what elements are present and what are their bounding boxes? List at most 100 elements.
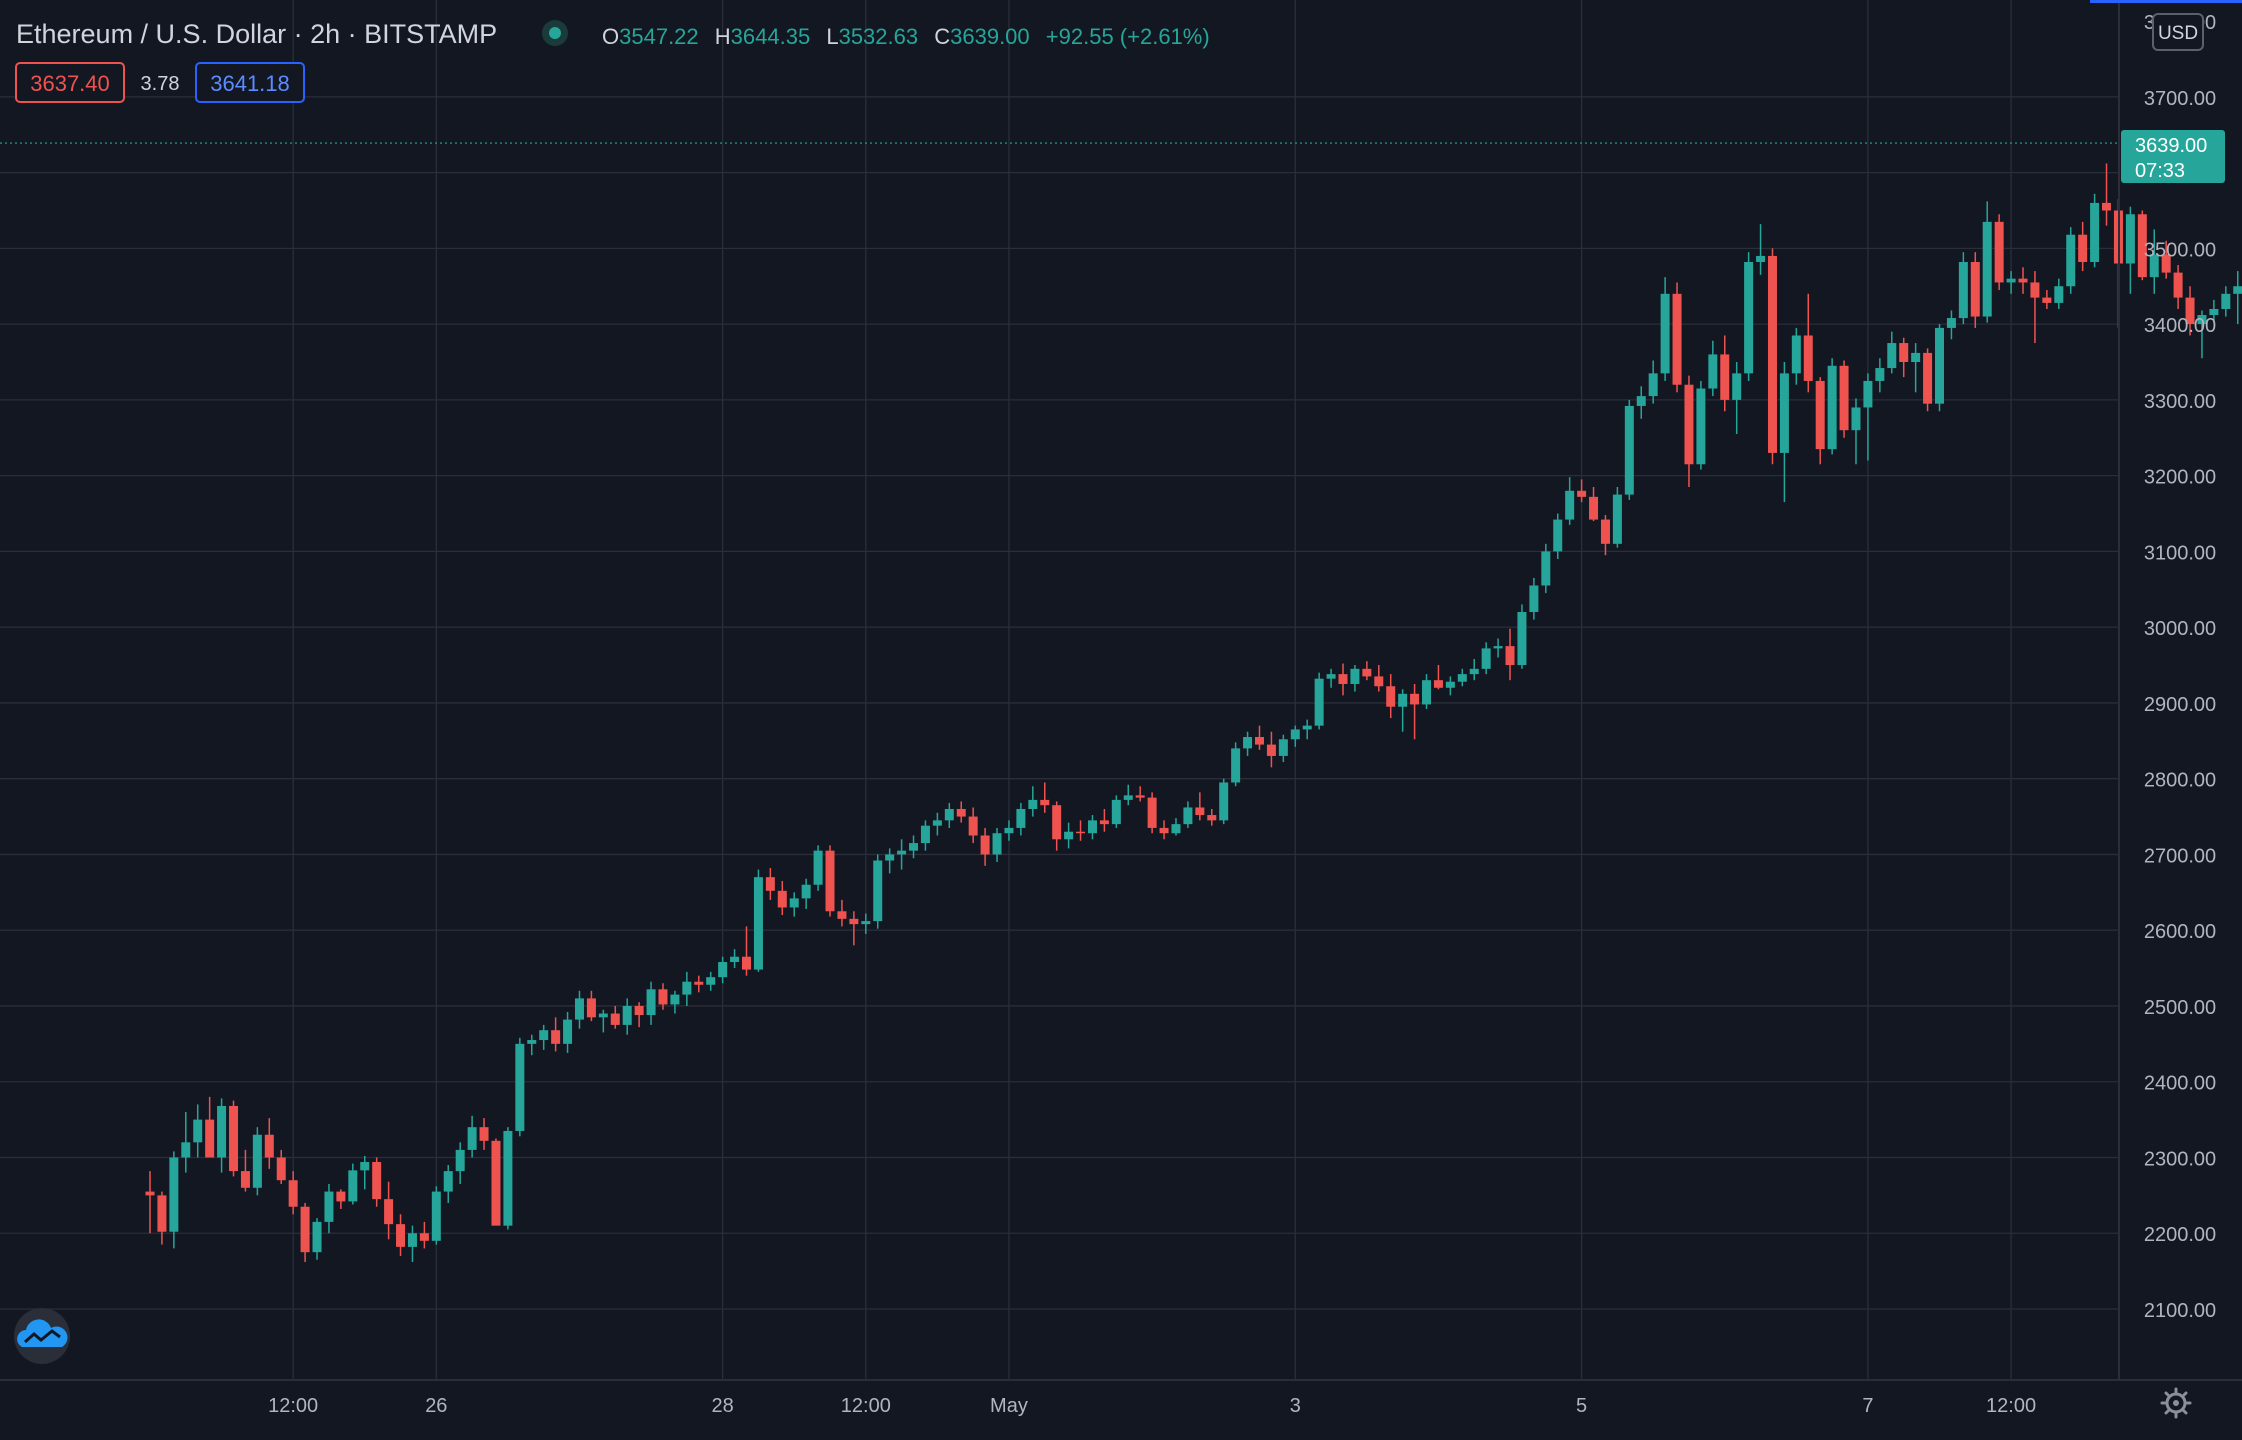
candle-body — [837, 911, 847, 919]
candle-body — [1278, 739, 1288, 756]
sell-button[interactable]: 3637.40 — [15, 62, 125, 103]
candle — [932, 812, 942, 836]
price-tick-label: 2900.00 — [2144, 694, 2216, 716]
candle — [813, 845, 823, 891]
candle-body — [1147, 797, 1157, 828]
candle — [825, 845, 835, 917]
candle — [1123, 784, 1133, 806]
candle — [1099, 808, 1109, 832]
gear-icon[interactable] — [2160, 1387, 2192, 1419]
candle-body — [610, 1013, 620, 1025]
candle — [885, 848, 895, 874]
tradingview-logo-button[interactable] — [14, 1308, 70, 1364]
candle-body — [2054, 286, 2064, 303]
candle — [1970, 252, 1980, 328]
candlestick-series — [145, 163, 2242, 1263]
candle — [193, 1104, 203, 1158]
candle-body — [2090, 202, 2100, 262]
candle-body — [1219, 782, 1229, 821]
candle — [419, 1221, 429, 1249]
candle — [503, 1127, 513, 1230]
candle-body — [443, 1171, 453, 1192]
candle-body — [1087, 820, 1097, 834]
candle-body — [252, 1134, 262, 1188]
candle-body — [1946, 318, 1956, 328]
candle — [1815, 377, 1825, 465]
candle-body — [431, 1191, 441, 1241]
price-tick-label: 3000.00 — [2144, 618, 2216, 640]
candle — [1767, 248, 1777, 465]
time-tick-label: 5 — [1576, 1395, 1587, 1417]
candle — [1589, 487, 1599, 522]
candle-body — [2066, 234, 2076, 287]
candle-body — [1541, 551, 1551, 586]
candle-body — [2161, 254, 2171, 273]
candle — [1147, 792, 1157, 834]
candle — [1004, 820, 1014, 841]
price-tick-label: 3300.00 — [2144, 391, 2216, 413]
candle — [1660, 277, 1670, 381]
symbol-title[interactable]: Ethereum / U.S. Dollar · 2h · BITSTAMP — [16, 19, 497, 49]
gear-ring — [2165, 1392, 2187, 1414]
candle — [765, 868, 775, 900]
candle — [312, 1218, 322, 1260]
candle-body — [1875, 368, 1885, 381]
candle-body — [1076, 831, 1086, 834]
candle — [1087, 815, 1097, 840]
currency-button[interactable]: USD — [2152, 13, 2204, 51]
candle — [777, 880, 787, 916]
candle — [1744, 252, 1754, 381]
candle — [2006, 271, 2016, 294]
candle-body — [801, 884, 811, 899]
candle-body — [1815, 380, 1825, 450]
candle — [753, 869, 763, 972]
candle-body — [2042, 297, 2052, 303]
buy-button[interactable]: 3641.18 — [195, 62, 305, 103]
currency-label: USD — [2158, 23, 2198, 44]
candle — [1135, 786, 1145, 802]
price-tick-label: 2200.00 — [2144, 1224, 2216, 1246]
time-axis[interactable]: 12:00 26 28 12:00 May 3 5 7 12:00 — [268, 1395, 2036, 1417]
candle — [527, 1034, 537, 1056]
candle — [1064, 822, 1074, 849]
candle-body — [1123, 795, 1133, 800]
candle — [801, 878, 811, 909]
candle-body — [944, 808, 954, 821]
candle — [1994, 214, 2004, 291]
candle — [407, 1225, 417, 1263]
last-price-tag-box — [2121, 130, 2225, 183]
candle-body — [1935, 327, 1944, 404]
candle-body — [539, 1030, 549, 1041]
candle-body — [1374, 676, 1384, 687]
price-tick-label: 2100.00 — [2144, 1300, 2216, 1322]
candle-body — [885, 854, 895, 861]
time-tick-label: May — [990, 1395, 1028, 1417]
candle — [348, 1163, 358, 1205]
candle — [1314, 672, 1324, 730]
candle-body — [873, 860, 883, 922]
candle-body — [1529, 585, 1539, 613]
candle — [1040, 782, 1050, 813]
time-tick-label: 7 — [1862, 1395, 1873, 1417]
candle-body — [2197, 315, 2207, 325]
candle — [1935, 324, 1944, 412]
price-tick-label: 2800.00 — [2144, 770, 2216, 792]
candle-body — [348, 1170, 358, 1202]
candle — [920, 820, 930, 851]
candle — [634, 1002, 644, 1028]
candle — [706, 971, 716, 991]
candle-body — [1624, 405, 1634, 495]
candle — [1183, 801, 1193, 828]
price-tick-label: 3500.00 — [2144, 239, 2216, 261]
candle — [1779, 362, 1789, 503]
candle — [205, 1096, 215, 1158]
time-tick-label: 12:00 — [841, 1395, 891, 1417]
candle — [551, 1017, 561, 1052]
candle — [980, 827, 990, 866]
candle-body — [2233, 286, 2242, 294]
candle — [336, 1189, 346, 1209]
buy-price: 3641.18 — [210, 71, 290, 96]
candle — [288, 1171, 298, 1215]
candle-body — [1803, 335, 1813, 381]
